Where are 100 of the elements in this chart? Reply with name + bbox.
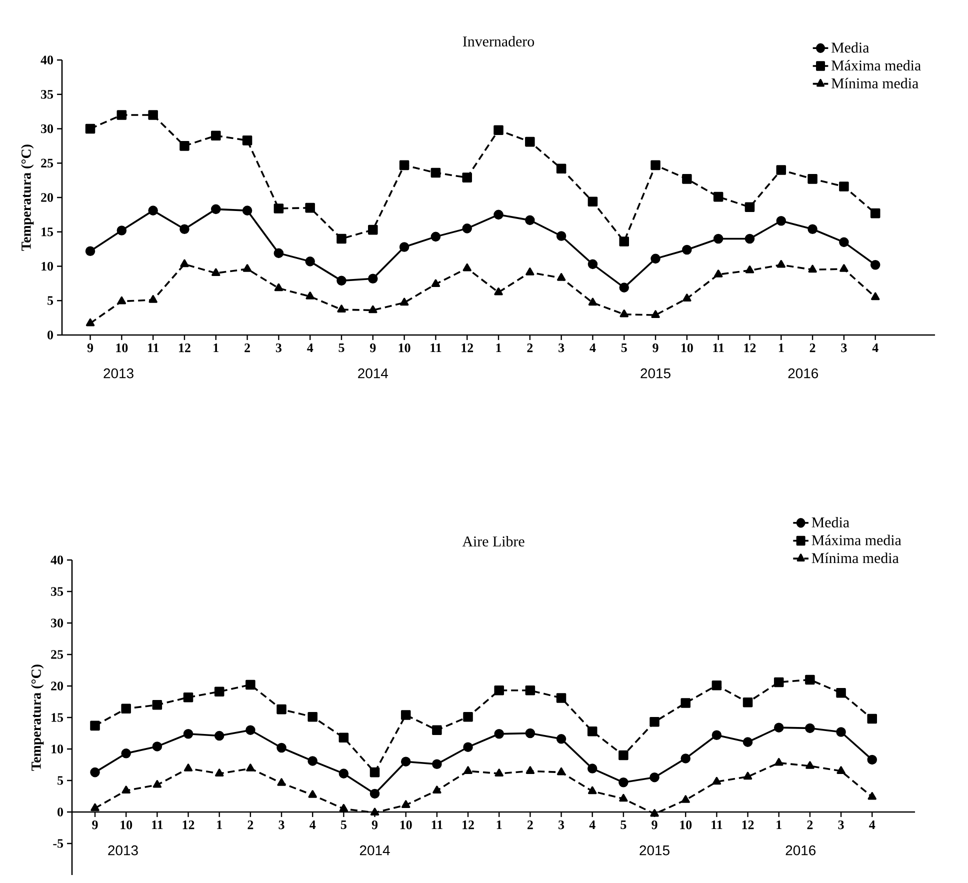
legend-label: Media — [831, 42, 870, 53]
point — [242, 264, 252, 272]
x-tick-label: 3 — [276, 343, 282, 352]
point — [464, 766, 472, 774]
point — [463, 712, 473, 722]
point — [713, 234, 724, 244]
point — [308, 756, 318, 766]
y-tick-label: 10 — [52, 744, 64, 754]
point — [494, 210, 504, 220]
point — [870, 208, 880, 218]
point — [86, 318, 95, 326]
point — [870, 260, 880, 270]
x-tick-label: 9 — [92, 820, 98, 830]
point — [805, 723, 815, 734]
text: 2013 — [104, 368, 134, 378]
point — [650, 717, 660, 727]
point — [712, 776, 722, 785]
legend-label: Media — [812, 516, 850, 528]
point — [462, 172, 472, 182]
x-tick-label: 4 — [310, 820, 316, 830]
point — [650, 160, 660, 170]
point — [246, 680, 256, 690]
point — [210, 204, 221, 214]
x-tick-label: 5 — [621, 343, 627, 352]
y-tick-label: 0 — [48, 330, 54, 340]
point — [618, 750, 628, 760]
point — [274, 283, 284, 292]
point — [180, 224, 190, 234]
point — [774, 677, 784, 688]
y-tick-label: 25 — [41, 158, 54, 168]
point — [339, 804, 348, 812]
point — [276, 742, 286, 753]
point — [494, 768, 504, 776]
point — [588, 259, 598, 270]
point — [399, 242, 410, 252]
chart-title: Invernadero — [462, 36, 534, 47]
y-tick-label: 15 — [52, 713, 64, 722]
point — [494, 728, 504, 739]
x-tick-label: 4 — [589, 820, 596, 830]
point — [337, 304, 346, 312]
x-tick-label: 2 — [527, 343, 533, 352]
point — [808, 224, 818, 234]
point — [650, 772, 660, 782]
point — [556, 734, 566, 744]
point — [776, 165, 786, 175]
point — [806, 761, 814, 769]
point — [400, 710, 411, 720]
point — [370, 808, 380, 816]
text: 2014 — [358, 368, 388, 378]
point — [210, 130, 221, 141]
point — [494, 686, 504, 696]
point — [556, 231, 566, 241]
legend-label: Máxima media — [831, 60, 921, 71]
annotation: 2013 — [108, 845, 138, 856]
x-tick-label: 4 — [307, 343, 314, 352]
point — [870, 292, 880, 300]
point — [839, 182, 849, 192]
y-tick-label: 40 — [50, 556, 64, 564]
x-tick-label: 12 — [742, 820, 754, 830]
point — [274, 204, 284, 214]
point — [246, 764, 255, 772]
point — [650, 809, 659, 817]
y-tick-label: 0 — [58, 808, 64, 816]
y-tick-label: 5 — [58, 776, 64, 785]
point — [242, 136, 252, 146]
point — [148, 295, 158, 303]
x-tick-label: 12 — [462, 343, 474, 352]
x-tick-label: 11 — [712, 820, 722, 830]
point — [90, 767, 100, 778]
y-tick-label: 30 — [51, 618, 64, 628]
point — [308, 790, 317, 798]
point — [744, 202, 755, 212]
point — [117, 296, 126, 304]
x-tick-label: 3 — [838, 820, 844, 830]
x-tick-label: 4 — [869, 820, 876, 830]
point — [682, 174, 692, 184]
point — [85, 246, 96, 256]
point — [712, 680, 722, 690]
point — [90, 720, 100, 731]
point — [587, 726, 598, 736]
point — [680, 698, 690, 708]
text: 2015 — [640, 368, 670, 378]
point — [743, 772, 752, 780]
x-tick-label: 11 — [152, 820, 163, 830]
point — [246, 725, 256, 735]
point — [651, 310, 660, 318]
point — [867, 754, 877, 765]
x-tick-label: 3 — [558, 820, 564, 830]
x-tick-label: 9 — [372, 820, 378, 830]
point — [152, 700, 162, 710]
point — [305, 202, 315, 213]
x-tick-label: 9 — [87, 343, 94, 352]
point — [744, 234, 755, 244]
y-tick-label: 30 — [41, 124, 54, 134]
point — [618, 778, 628, 788]
point — [808, 174, 818, 184]
point — [774, 722, 784, 732]
point — [430, 168, 441, 178]
point — [776, 260, 786, 268]
point — [682, 244, 692, 255]
